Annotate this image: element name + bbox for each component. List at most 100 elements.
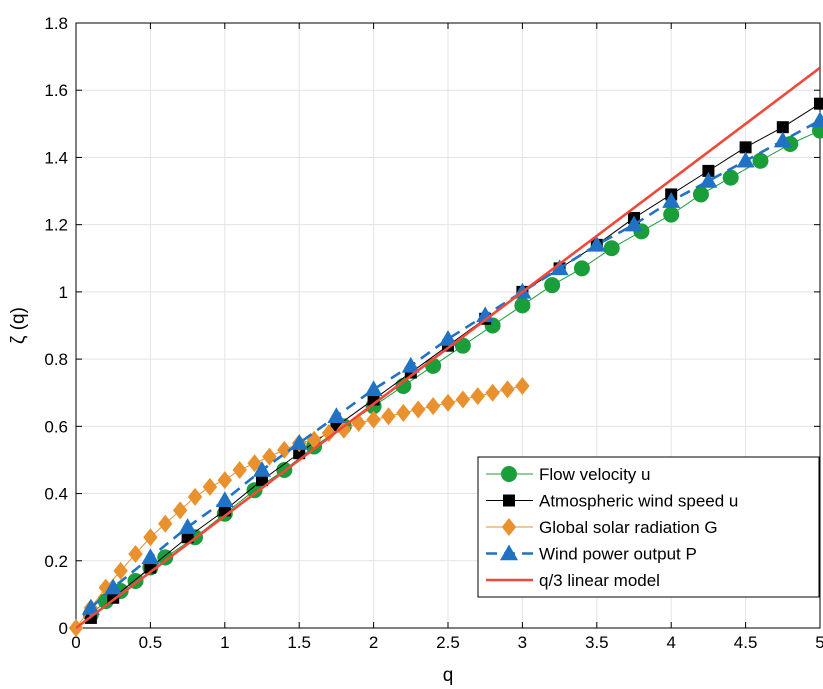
data-point	[172, 501, 188, 520]
data-point	[321, 424, 337, 443]
legend-label: Atmospheric wind speed u	[539, 492, 738, 511]
legend-marker	[501, 518, 517, 536]
x-tick-label: 1	[220, 633, 229, 652]
data-point	[573, 260, 590, 277]
data-point	[544, 277, 561, 294]
data-point	[253, 461, 271, 477]
series-line	[76, 66, 820, 630]
legend-marker	[501, 466, 517, 482]
series-line	[90, 119, 821, 609]
x-tick-label: 0.5	[139, 633, 163, 652]
y-tick-label: 1.2	[44, 216, 68, 235]
data-point	[381, 407, 396, 426]
legend-item: Wind power output P	[486, 544, 697, 564]
data-point	[485, 383, 500, 402]
data-point	[178, 518, 197, 534]
data-point	[736, 151, 755, 168]
data-point	[814, 97, 823, 110]
data-point	[625, 215, 643, 232]
data-point	[500, 380, 515, 399]
data-point	[739, 141, 752, 154]
legend-item: q/3 linear model	[486, 571, 660, 590]
series-layer	[68, 66, 823, 637]
y-tick-label: 0.6	[44, 417, 68, 436]
legend-item: Atmospheric wind speed u	[486, 492, 738, 511]
data-point	[364, 380, 383, 397]
x-tick-label: 4.5	[734, 633, 758, 652]
y-tick-label: 1.8	[44, 14, 68, 33]
data-point	[722, 169, 739, 186]
data-point	[81, 598, 100, 615]
data-point	[141, 548, 160, 565]
x-tick-label: 1.5	[287, 633, 311, 652]
legend: Flow velocity u Atmospheric wind speed u G…	[477, 456, 820, 598]
data-point	[776, 121, 789, 134]
data-point	[366, 410, 381, 429]
y-tick-label: 0.8	[44, 350, 68, 369]
x-tick-label: 2.5	[436, 633, 460, 652]
data-point	[811, 111, 823, 128]
data-point	[157, 549, 174, 566]
x-tick-label: 3.5	[585, 633, 609, 652]
data-point	[187, 487, 203, 506]
data-point	[256, 474, 268, 487]
y-tick-label: 1.6	[44, 81, 68, 100]
data-point	[215, 491, 234, 508]
legend-label: Wind power output P	[539, 545, 697, 564]
axis-ticks: 0 0.5 1 1.5 2 2.5 3 3.5 4 4.5 5 0 0.2 0.4 0.6 0.8 1 1.2 1.…	[44, 14, 823, 652]
data-point	[692, 186, 709, 203]
data-point	[217, 471, 232, 490]
data-point	[439, 329, 457, 346]
data-point	[663, 206, 680, 223]
y-tick-label: 1.4	[44, 148, 68, 167]
data-point	[277, 440, 292, 459]
data-point	[702, 164, 715, 177]
legend-item: Global solar radiation G	[486, 518, 718, 537]
x-tick-label: 3	[518, 633, 527, 652]
data-point	[202, 477, 218, 496]
data-point	[104, 578, 123, 595]
data-point	[470, 387, 485, 406]
data-point	[476, 306, 495, 323]
data-point	[662, 192, 681, 208]
data-point	[113, 561, 128, 580]
data-point	[514, 297, 531, 314]
data-point	[440, 393, 456, 412]
data-point	[143, 528, 158, 547]
legend-label: Flow velocity u	[539, 465, 650, 484]
data-point	[455, 390, 471, 409]
x-tick-label: 4	[666, 633, 675, 652]
legend-box	[477, 456, 820, 598]
data-point	[425, 397, 441, 416]
data-point	[290, 434, 309, 450]
y-tick-label: 0.4	[44, 485, 68, 504]
data-point	[699, 171, 718, 188]
data-point	[515, 377, 530, 395]
x-tick-label: 5	[815, 633, 823, 652]
data-point	[752, 152, 769, 169]
x-tick-label: 0	[71, 633, 80, 652]
y-tick-label: 0	[59, 619, 68, 638]
data-point	[128, 545, 143, 564]
data-point	[218, 504, 231, 517]
y-tick-label: 1	[59, 283, 68, 302]
data-point	[550, 259, 569, 276]
legend-marker	[503, 494, 515, 507]
legend-label: q/3 linear model	[539, 571, 660, 590]
data-point	[396, 403, 411, 422]
data-point	[587, 235, 606, 252]
data-point	[232, 461, 247, 480]
y-axis-label: ζ (q)	[8, 307, 29, 344]
x-tick-label: 2	[369, 633, 378, 652]
data-point	[401, 356, 420, 373]
legend-label: Global solar radiation G	[539, 518, 718, 537]
data-point	[246, 482, 263, 499]
data-point	[411, 400, 426, 419]
legend-marker	[500, 544, 518, 561]
data-point	[603, 240, 620, 257]
legend-item: Flow velocity u	[486, 465, 650, 484]
data-point	[327, 407, 346, 423]
y-tick-label: 0.2	[44, 552, 68, 571]
data-point	[158, 514, 173, 533]
